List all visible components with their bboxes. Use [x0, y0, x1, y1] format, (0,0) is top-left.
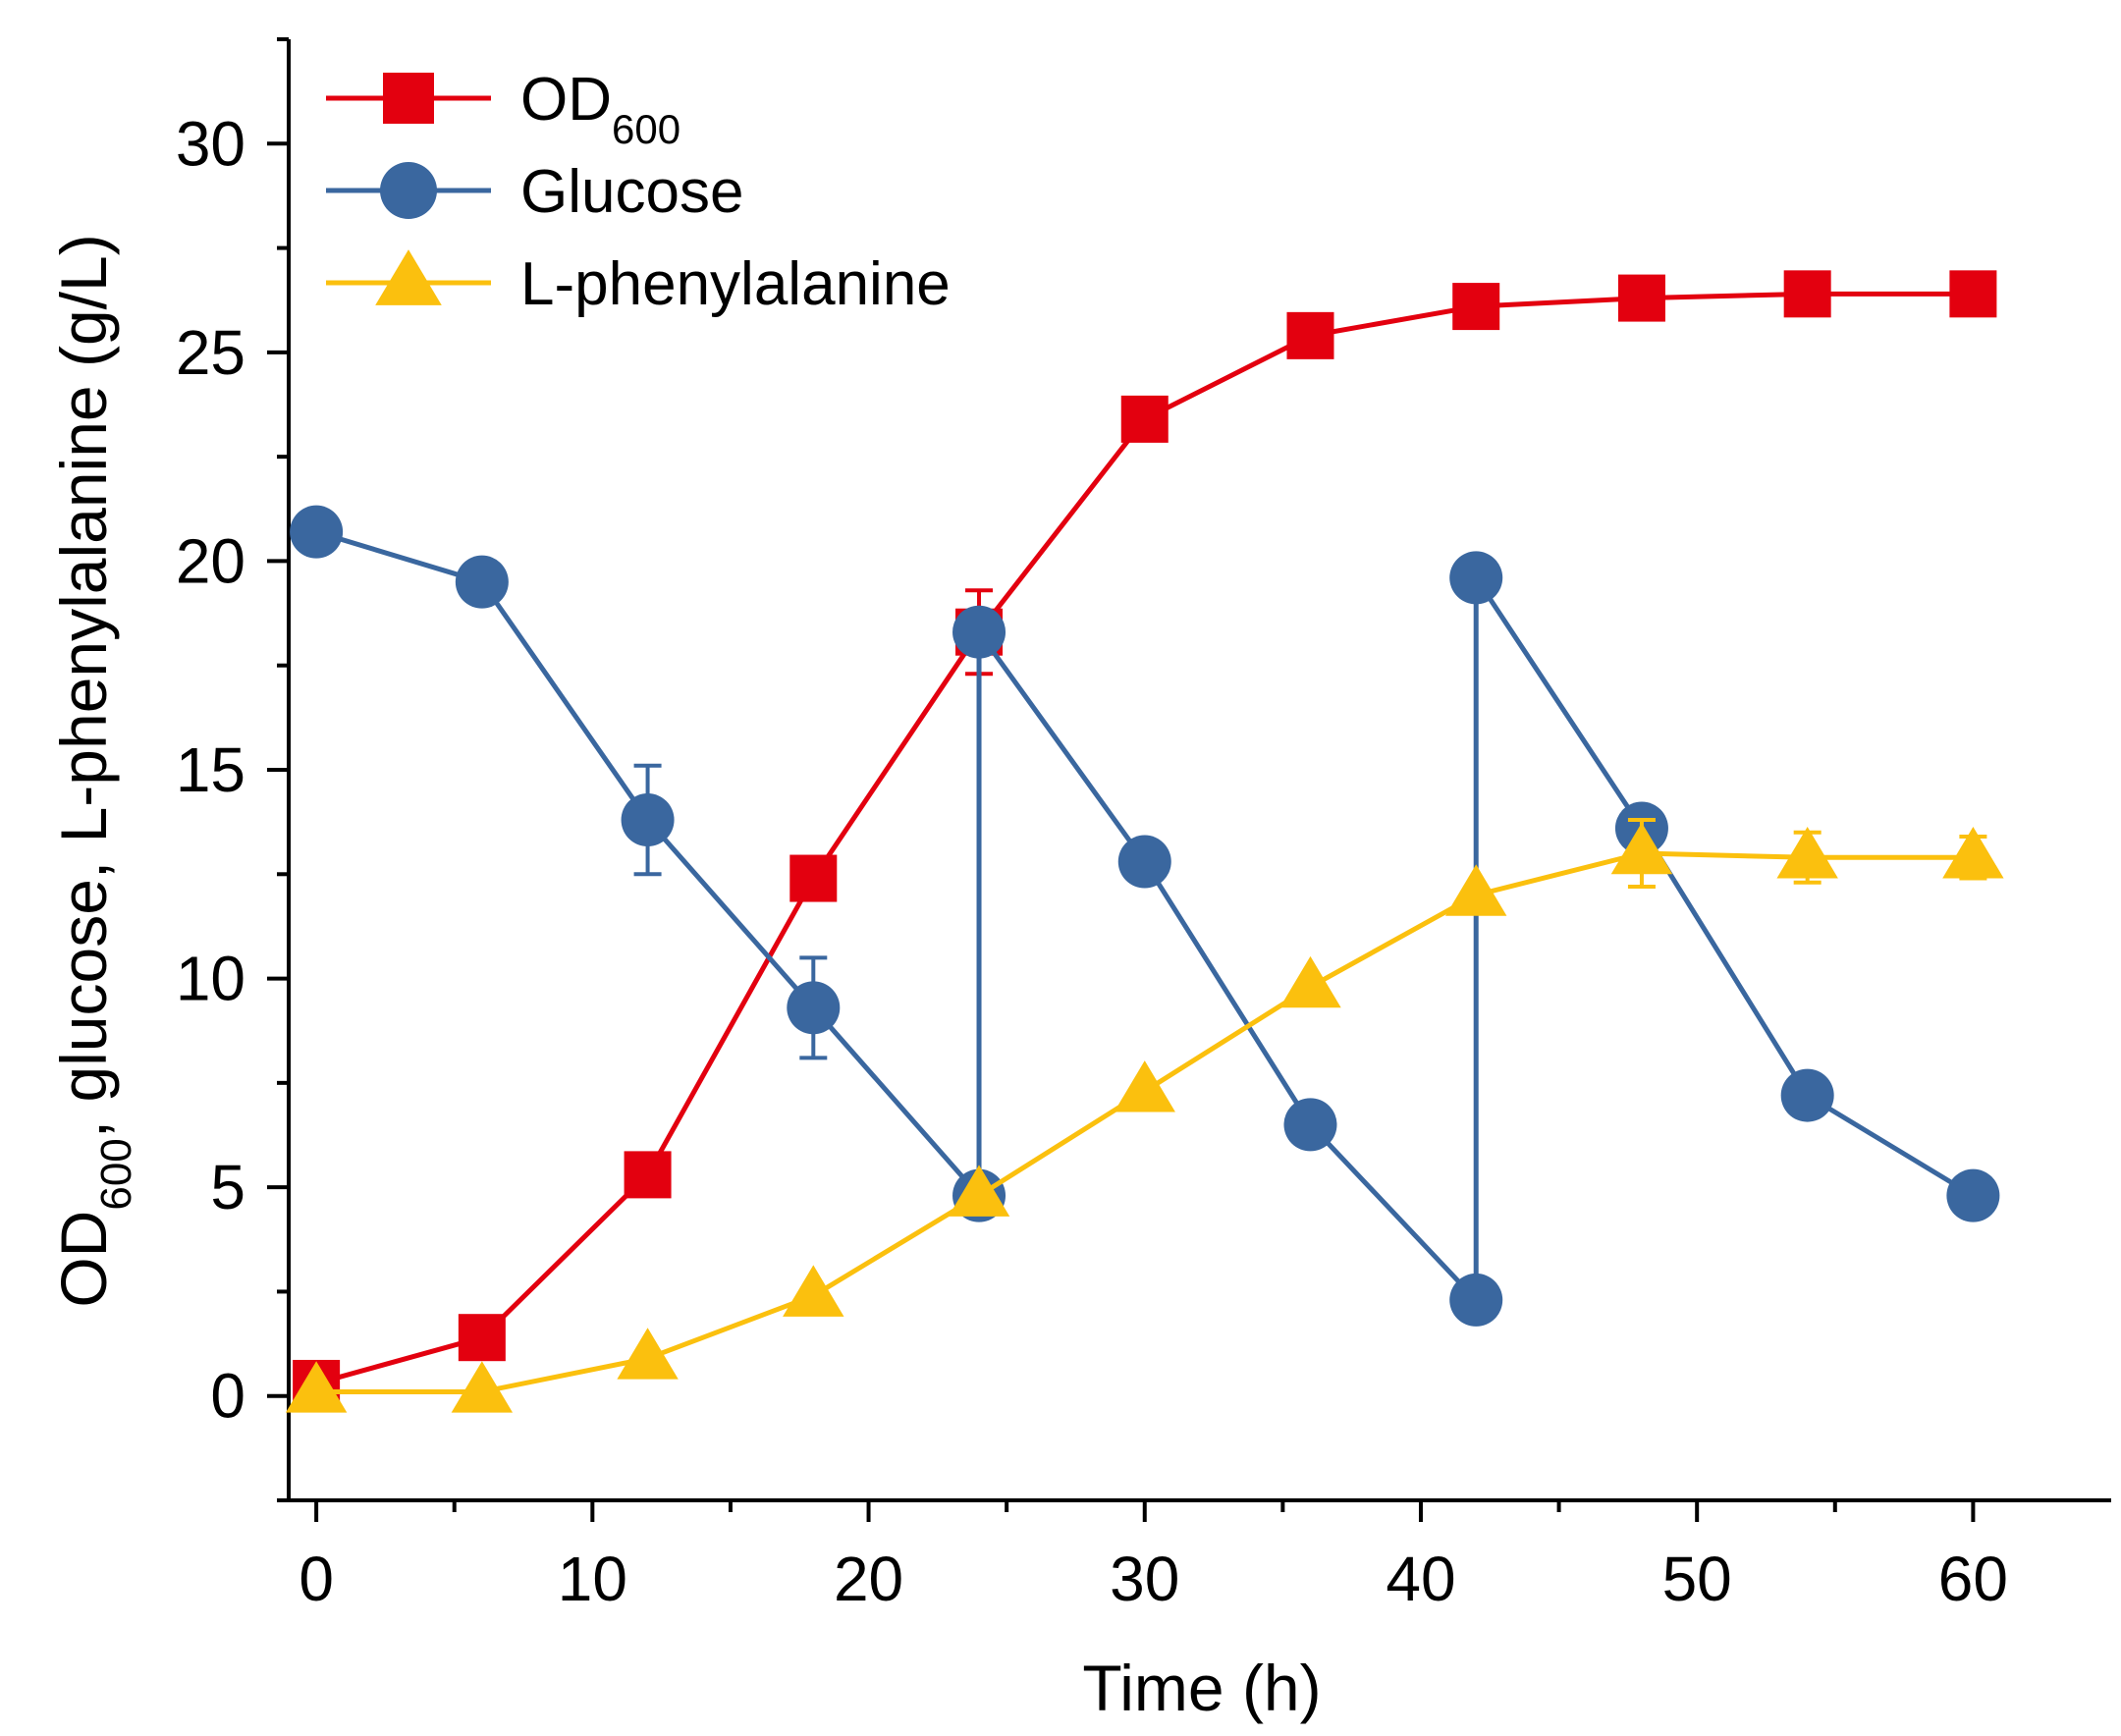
- y-axis-title-prefix: OD: [47, 1211, 120, 1308]
- legend-marker: [380, 162, 437, 219]
- series-glucose: [290, 505, 2000, 1327]
- x-axis-title: Time (h): [1082, 1652, 1321, 1724]
- data-point: [1279, 955, 1341, 1008]
- series-line: [316, 850, 1974, 1394]
- y-axis-title-suffix: , glucose, L-phenylalanine (g/L): [47, 234, 120, 1138]
- data-point: [1452, 283, 1500, 331]
- x-tick-label: 30: [1110, 1544, 1179, 1614]
- data-point: [1942, 827, 2004, 879]
- legend-entry: OD600: [326, 66, 680, 152]
- data-point: [1946, 1168, 2000, 1222]
- data-point: [1780, 1068, 1834, 1122]
- x-tick-label: 10: [558, 1544, 627, 1614]
- legend-marker: [375, 249, 442, 305]
- data-point: [617, 1328, 679, 1380]
- legend-label: L-phenylalanine: [520, 250, 951, 318]
- legend-entry: Glucose: [326, 158, 743, 226]
- y-tick-label: 5: [210, 1152, 245, 1222]
- series: [285, 270, 2004, 1413]
- x-tick-label: 40: [1386, 1544, 1455, 1614]
- series-line: [315, 529, 1975, 1303]
- legend-label-main: L-phenylalanine: [520, 250, 951, 318]
- data-point: [787, 981, 841, 1035]
- data-point: [1449, 1273, 1503, 1327]
- x-tick-label: 20: [834, 1544, 903, 1614]
- legend-marker: [383, 73, 434, 124]
- data-point: [1449, 551, 1503, 605]
- data-point: [952, 605, 1006, 659]
- data-point: [1783, 270, 1831, 318]
- data-point: [1617, 274, 1665, 322]
- data-point: [1114, 1060, 1175, 1112]
- y-tick-label: 25: [176, 317, 245, 388]
- x-tick-label: 0: [299, 1544, 334, 1614]
- legend-entry: L-phenylalanine: [326, 249, 951, 318]
- data-point: [1283, 1098, 1337, 1152]
- legend-label-main: OD: [520, 66, 612, 134]
- data-point: [1949, 270, 1997, 318]
- data-point: [1117, 835, 1171, 889]
- y-axis-title: OD600, glucose, L-phenylalanine (g/L): [47, 234, 140, 1307]
- y-tick-label: 15: [176, 734, 245, 805]
- y-tick-label: 0: [210, 1361, 245, 1432]
- data-point: [451, 1361, 514, 1413]
- data-point: [1610, 822, 1673, 875]
- y-axis-title-subscript: 600: [92, 1138, 140, 1210]
- data-point: [290, 505, 344, 559]
- data-point: [621, 793, 675, 847]
- y-tick-label: 30: [176, 108, 245, 179]
- series-l-phenylalanine: [285, 818, 2004, 1413]
- data-point: [624, 1151, 672, 1199]
- data-point: [1286, 311, 1334, 359]
- data-point: [948, 1165, 1010, 1217]
- y-tick-label: 10: [176, 944, 245, 1014]
- data-point: [783, 1265, 844, 1317]
- data-point: [285, 1361, 348, 1413]
- legend-label: OD600: [520, 66, 680, 152]
- legend-label-subscript: 600: [612, 106, 680, 152]
- x-tick-label: 50: [1662, 1544, 1732, 1614]
- legend-label: Glucose: [520, 158, 743, 226]
- data-point: [789, 854, 838, 902]
- y-tick-label: 20: [176, 525, 245, 596]
- data-point: [1445, 864, 1507, 916]
- data-point: [1120, 395, 1169, 443]
- data-point: [458, 1314, 506, 1362]
- legend-label-main: Glucose: [520, 158, 743, 226]
- data-point: [455, 555, 509, 609]
- data-point: [1776, 827, 1838, 879]
- x-tick-label: 60: [1938, 1544, 2008, 1614]
